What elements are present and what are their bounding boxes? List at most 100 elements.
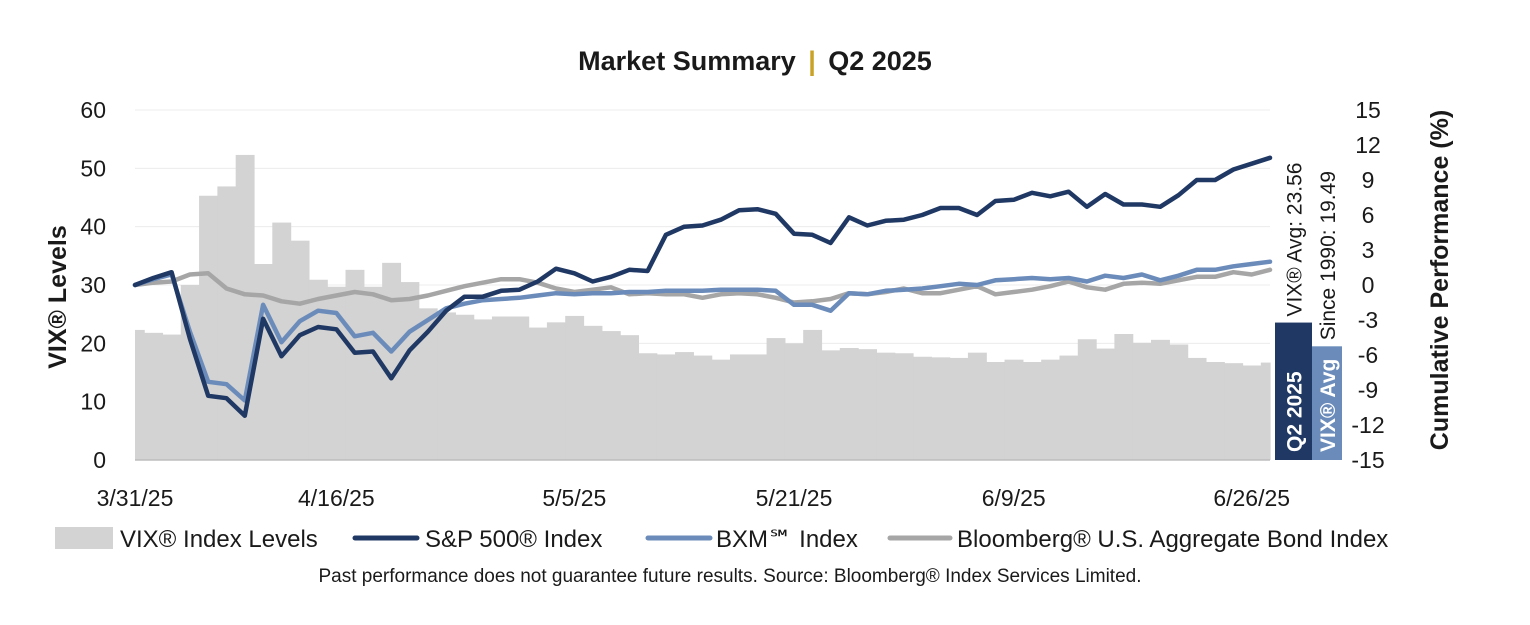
vix-bar	[382, 262, 402, 460]
chart-title-main: Market Summary	[578, 46, 796, 76]
y-left-tick-label: 30	[80, 272, 106, 298]
vix-bar	[1132, 342, 1152, 460]
vix-bar	[638, 353, 658, 460]
vix-bar	[144, 332, 164, 460]
since-1990-avg-bar-label: VIX® Avg	[1317, 359, 1340, 452]
vix-bar	[162, 334, 182, 460]
vix-bar	[967, 352, 987, 460]
y-left-axis-label: VIX® Levels	[44, 225, 72, 369]
vix-bar	[821, 350, 841, 460]
chart-title-separator: |	[808, 46, 816, 76]
legend-label-vix: VIX® Index Levels	[120, 526, 318, 553]
vix-bar	[894, 353, 914, 460]
legend-label-bxm: BXM℠ Index	[716, 526, 858, 553]
y-left-tick-label: 0	[93, 447, 106, 473]
q2-2025-avg-bar-label: Q2 2025	[1284, 371, 1307, 452]
vix-bar	[491, 316, 511, 460]
vix-bar	[308, 279, 328, 460]
y-left-tick-label: 40	[80, 214, 106, 240]
y-right-tick-label: 0	[1362, 272, 1375, 298]
since-1990-avg-bar	[1312, 346, 1342, 460]
vix-bar	[711, 359, 731, 460]
chart-title: Market Summary | Q2 2025	[578, 46, 932, 76]
vix-bar	[693, 355, 713, 460]
bond-line	[132, 267, 1273, 306]
y-right-tick-label: 15	[1355, 97, 1381, 123]
vix-bar	[766, 338, 786, 460]
y-right-tick-label: -3	[1358, 307, 1378, 333]
vix-bar	[913, 356, 932, 460]
vix-bar	[1077, 339, 1097, 460]
vix-bar	[1151, 339, 1170, 460]
vix-bar	[839, 348, 859, 460]
vix-bar	[1260, 362, 1271, 460]
vix-bar	[199, 195, 218, 460]
footnote: Past performance does not guarantee futu…	[319, 566, 1142, 587]
x-tick-label: 4/16/25	[298, 485, 375, 511]
vix-bar	[1205, 362, 1225, 460]
vix-bar	[437, 312, 456, 460]
legend-swatch-vix	[55, 527, 113, 549]
vix-bar	[345, 269, 365, 460]
x-tick-label: 6/26/25	[1213, 485, 1290, 511]
vix-bar	[400, 282, 420, 460]
vix-bar	[583, 325, 603, 460]
vix-bar	[455, 314, 475, 460]
y-right-axis-label: Cumulative Performance (%)	[1426, 110, 1454, 450]
vix-bar	[1187, 357, 1207, 460]
vix-bar	[1224, 363, 1244, 460]
vix-average-bars: Q2 2025 VIX® Avg: 23.56 VIX® Avg Since 1990…	[1275, 163, 1342, 460]
vix-bar	[858, 349, 878, 460]
x-tick-label: 5/5/25	[542, 485, 606, 511]
vix-bar	[748, 354, 768, 460]
chart-title-suffix: Q2 2025	[828, 46, 932, 76]
vix-bar	[528, 327, 548, 460]
sp500-line	[132, 155, 1273, 418]
vix-bar	[363, 286, 383, 460]
y-right-tick-label: -15	[1351, 447, 1384, 473]
y-right-tick-label: 3	[1362, 237, 1375, 263]
vix-bar	[675, 352, 694, 460]
bxm-line	[132, 259, 1273, 403]
vix-bar	[418, 308, 438, 460]
y-right-tick-label: -9	[1358, 377, 1378, 403]
y-left-tick-label: 60	[80, 97, 106, 123]
y-left-tick-label: 20	[80, 330, 106, 356]
x-tick-label: 3/31/25	[97, 485, 174, 511]
vix-bars	[135, 154, 1271, 460]
y-left-tick-label: 10	[80, 389, 106, 415]
vix-bar	[1022, 362, 1042, 460]
vix-bar	[986, 362, 1006, 460]
axes: 0 10 20 30 40 50 60 -15 -12 -9 -6 -3 0 3 6 9 12 15 3/31/25…	[80, 97, 1384, 511]
vix-bar	[949, 357, 969, 460]
legend-label-sp500: S&P 500® Index	[425, 526, 602, 553]
vix-bar	[803, 329, 823, 460]
q2-2025-avg-bar-value-label: VIX® Avg: 23.56	[1284, 163, 1307, 317]
x-tick-label: 6/9/25	[982, 485, 1046, 511]
legend-label-bond: Bloomberg® U.S. Aggregate Bond Index	[957, 526, 1388, 553]
vix-bar	[729, 354, 749, 460]
y-right-tick-label: 9	[1362, 167, 1375, 193]
y-left-tick-label: 50	[80, 155, 106, 181]
vix-bar	[1059, 355, 1079, 460]
vix-bar	[510, 316, 530, 460]
since-1990-avg-bar-value-label: Since 1990: 19.49	[1317, 171, 1340, 340]
vix-bar	[931, 357, 951, 460]
vix-bar	[135, 329, 145, 460]
vix-bar	[1242, 365, 1262, 460]
vix-bar	[656, 354, 676, 460]
vix-bar	[565, 315, 585, 460]
performance-lines	[132, 155, 1273, 418]
y-right-tick-label: -12	[1351, 412, 1384, 438]
x-tick-label: 5/21/25	[756, 485, 833, 511]
y-right-tick-label: 12	[1355, 132, 1381, 158]
vix-bar	[601, 331, 621, 460]
q2-2025-avg-bar	[1275, 322, 1312, 460]
vix-bar	[1096, 348, 1115, 460]
vix-bar	[1004, 359, 1024, 460]
y-right-tick-label: -6	[1358, 342, 1378, 368]
vix-bar	[1041, 359, 1061, 460]
vix-bar	[546, 322, 566, 460]
